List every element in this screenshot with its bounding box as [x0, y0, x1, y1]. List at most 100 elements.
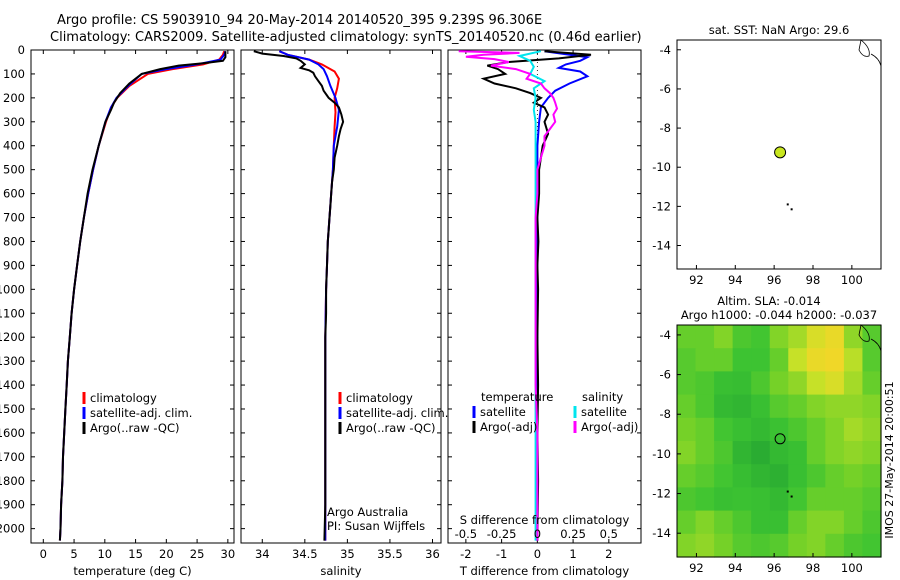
temperature-xtick-label: 10: [97, 547, 112, 561]
salinity-xtick-label: 34: [255, 547, 270, 561]
temperature-legend-label: climatology: [90, 391, 157, 405]
sla-heatmap-cell: [714, 348, 734, 372]
sla-heatmap-cell: [714, 417, 734, 442]
sla-map-island-dot: [790, 495, 793, 498]
sla-heatmap-cell: [751, 464, 771, 488]
temperature-series-argo-raw-qc-: [58, 51, 227, 541]
sla-heatmap-cell: [751, 441, 771, 465]
sla-heatmap-cell: [843, 348, 864, 372]
sla-heatmap-cell: [751, 417, 771, 442]
salinity-axes-box: [240, 49, 442, 544]
temperature-xtick-label: 5: [70, 547, 77, 561]
difference-series-group: [458, 50, 592, 541]
diff-legend-right-title: salinity: [582, 390, 623, 404]
temperature-ytick-label: 1000: [0, 282, 25, 296]
sla-map-xtick-label: 92: [689, 561, 704, 575]
sst-map-ytick-label: -4: [660, 43, 671, 57]
difference-xtick-label: 1: [569, 547, 576, 561]
sla-heatmap-cell: [788, 487, 808, 512]
sla-heatmap-cell: [677, 417, 697, 442]
sla-heatmap-cell: [806, 325, 826, 349]
difference-series-s-argo-adj-: [458, 50, 559, 541]
sla-heatmap-cell: [732, 487, 752, 512]
temperature-ytick-label: 1800: [0, 474, 25, 488]
sla-heatmap-cell: [806, 441, 826, 465]
sla-heatmap-cell: [677, 510, 697, 535]
sla-map-frame: [676, 324, 882, 558]
diff-s-tick-label: 0.25: [560, 527, 586, 541]
temperature-xtick-label: 20: [159, 547, 174, 561]
sla-heatmap-cell: [843, 533, 864, 558]
sla-heatmap-cell: [825, 441, 845, 465]
sla-heatmap-cell: [806, 394, 826, 419]
sst-map-xtick-label: 100: [841, 273, 863, 287]
sla-heatmap-cell: [695, 441, 715, 465]
sla-map-xtick-label: 100: [841, 561, 863, 575]
sla-heatmap-cell: [788, 325, 808, 349]
salinity-xtick-label: 35: [340, 547, 355, 561]
sla-heatmap-cell: [677, 533, 697, 558]
pi-name-text: PI: Susan Wijffels: [327, 519, 425, 533]
sla-heatmap-cell: [825, 417, 845, 442]
temperature-ytick-label: 800: [3, 234, 25, 248]
sla-heatmap-cell: [825, 533, 845, 558]
sla-heatmap-cell: [677, 394, 697, 419]
sla-heatmap-cell: [751, 533, 771, 558]
temperature-legend-label: Argo(..raw -QC): [90, 421, 180, 435]
sla-heatmap-cell: [732, 533, 752, 558]
temperature-ytick-label: 1700: [0, 450, 25, 464]
temperature-xtick-label: 30: [221, 547, 236, 561]
temperature-ytick-label: 1300: [0, 354, 25, 368]
difference-axes-box: [447, 49, 642, 544]
temperature-ytick-label: 300: [3, 115, 25, 129]
sla-heatmap-cell: [843, 371, 864, 396]
diff-s-axis-title: S difference from climatology: [460, 513, 630, 527]
sla-heatmap-cell: [788, 394, 808, 419]
sla-map-ytick-label: -4: [660, 328, 671, 342]
sla-heatmap-cell: [806, 533, 826, 558]
sla-heatmap-cell: [825, 325, 845, 349]
sla-heatmap-cell: [806, 510, 826, 535]
sla-heatmap-cell: [677, 464, 697, 488]
sla-heatmap-cell: [732, 464, 752, 488]
difference-xtick-label: 2: [605, 547, 612, 561]
sla-heatmap-cell: [862, 464, 882, 488]
sla-heatmap-cell: [843, 464, 864, 488]
sla-heatmap-cell: [825, 348, 845, 372]
salinity-xtick-label: 36: [425, 547, 440, 561]
sla-heatmap-cell: [862, 371, 882, 396]
temperature-ytick-label: 1100: [0, 306, 25, 320]
temperature-series-group: [58, 50, 227, 541]
sla-heatmap-cell: [769, 325, 789, 349]
temperature-ytick-label: 1400: [0, 378, 25, 392]
sla-heatmap-cell: [862, 417, 882, 442]
sla-heatmap-cell: [695, 510, 715, 535]
sla-heatmap-cell: [825, 464, 845, 488]
sla-heatmap-cell: [695, 487, 715, 512]
sla-map-ytick-label: -10: [652, 447, 671, 461]
diff-legend-left-title: temperature: [481, 390, 553, 404]
sla-heatmap-cell: [677, 325, 697, 349]
temperature-xtick-label: 15: [128, 547, 143, 561]
difference-xlabel: T difference from climatology: [459, 564, 630, 578]
sla_map-title: Altim. SLA: -0.014: [717, 294, 821, 308]
sst-map-xtick-label: 96: [767, 273, 782, 287]
sla-map-ytick-label: -6: [660, 368, 671, 382]
sst-map-island-dot: [786, 203, 789, 206]
salinity-legend-label: Argo(..raw -QC): [346, 421, 436, 435]
sla-heatmap-cell: [788, 417, 808, 442]
difference-xtick-label: 0: [534, 547, 541, 561]
temperature-ytick-label: 700: [3, 211, 25, 225]
sla-map-argo-marker: [774, 433, 786, 445]
sla-heatmap-cell: [769, 348, 789, 372]
salinity-series-argo-raw-qc-: [253, 50, 345, 541]
sla-heatmap-cell: [825, 510, 845, 535]
sst-map-panel: sat. SST: NaN Argo: 29.6 92 94 96 98 100 -4 -6 -…: [652, 23, 882, 287]
difference-panel: -2 -1 0 1 2 T difference from climatology temp…: [447, 49, 642, 578]
temperature-ytick-label: 400: [3, 139, 25, 153]
sla-heatmap-cell: [714, 394, 734, 419]
sla-heatmap-cell: [751, 325, 771, 349]
sla-heatmap-cell: [825, 394, 845, 419]
sst-map-ytick-label: -14: [652, 239, 671, 253]
temperature-ytick-label: 1200: [0, 330, 25, 344]
